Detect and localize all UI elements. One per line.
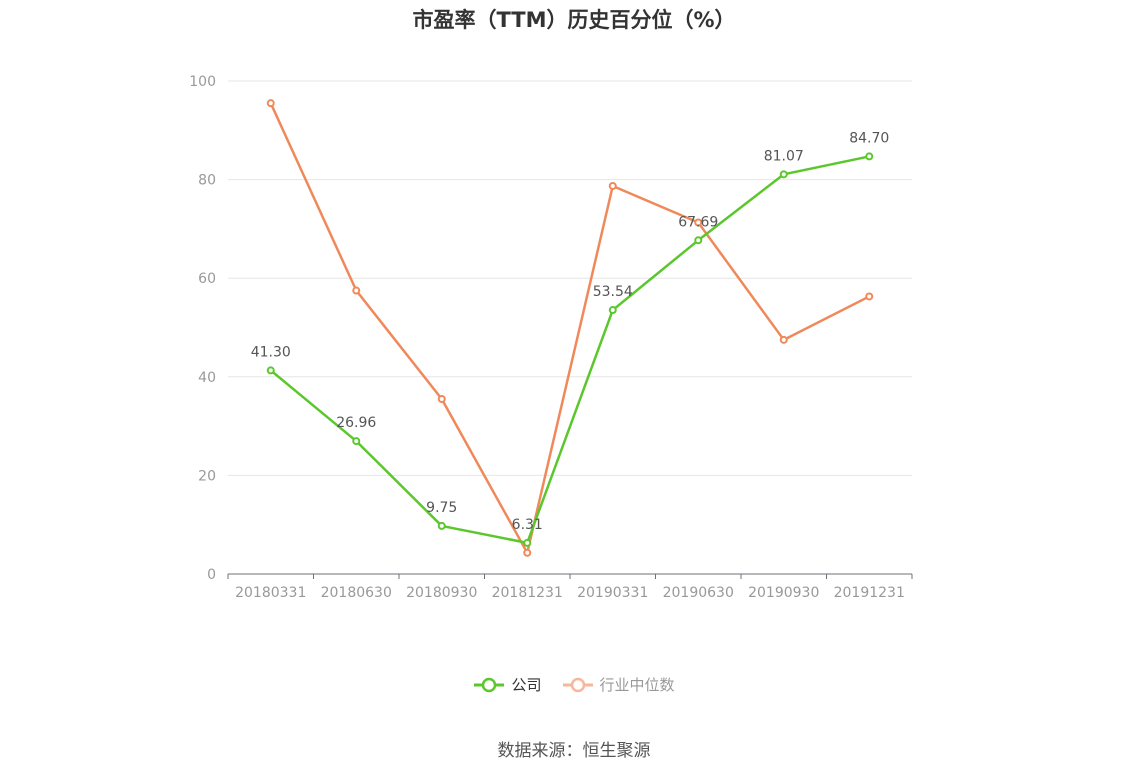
legend: 公司 行业中位数 (0, 674, 1148, 698)
series-layer (266, 99, 874, 557)
grid-lines (228, 80, 912, 476)
x-tick-label: 20180930 (406, 585, 477, 601)
legend-item-0[interactable]: 公司 (473, 674, 542, 695)
data-label: 81.07 (764, 148, 804, 164)
series-point-1 (694, 218, 703, 227)
data-label: 6.31 (512, 517, 543, 533)
y-tick-label: 60 (198, 271, 216, 287)
series-point-0 (523, 538, 532, 547)
data-labels: 41.30 26.96 9.75 6.31 53.54 67.69 81.07 84.70 (251, 130, 890, 532)
series-point-0 (608, 306, 617, 315)
data-label: 84.70 (849, 130, 889, 146)
y-tick-label: 0 (207, 567, 216, 583)
series-point-1 (865, 292, 874, 301)
series-point-0 (779, 170, 788, 179)
series-point-0 (352, 437, 361, 446)
series-point-0 (437, 521, 446, 530)
data-label: 41.30 (251, 344, 291, 360)
data-label: 9.75 (426, 500, 457, 516)
series-point-0 (865, 152, 874, 161)
x-tick-label: 20191231 (834, 585, 905, 601)
x-tick-label: 20190930 (748, 585, 819, 601)
legend-label: 行业中位数 (599, 676, 675, 694)
chart-title: 市盈率（TTM）历史百分位（%） (412, 8, 736, 32)
series-point-1 (437, 394, 446, 403)
y-tick-label: 100 (189, 74, 216, 90)
legend-swatch-icon (562, 677, 593, 692)
series-point-0 (266, 366, 275, 375)
x-tick-label: 20190630 (663, 585, 734, 601)
y-tick-label: 40 (198, 370, 216, 386)
data-label: 67.69 (678, 214, 718, 230)
series-point-1 (352, 286, 361, 295)
series-point-1 (523, 548, 532, 557)
x-tick-label: 20190331 (577, 585, 648, 601)
legend-item-1[interactable]: 行业中位数 (562, 674, 675, 695)
x-tick-label: 20181231 (492, 585, 563, 601)
x-tick-label: 20180331 (235, 585, 306, 601)
legend-label: 公司 (511, 676, 542, 694)
y-tick-label: 80 (198, 173, 216, 189)
data-label: 53.54 (593, 284, 633, 300)
data-label: 26.96 (336, 415, 376, 431)
series-line-0 (269, 155, 870, 545)
series-point-0 (694, 236, 703, 245)
series-line-1 (269, 102, 870, 555)
x-tick-label: 20180630 (321, 585, 392, 601)
data-source: 数据来源：恒生聚源 (497, 741, 651, 761)
axes: 0 20 40 60 80 100 20180331 20180630 20180930 2018… (189, 74, 913, 601)
y-tick-label: 20 (198, 468, 216, 484)
series-point-1 (266, 99, 275, 108)
series-point-1 (779, 335, 788, 344)
series-point-1 (608, 182, 617, 191)
line-chart: 0 20 40 60 80 100 20180331 20180630 20180930 2018… (189, 74, 913, 601)
legend-swatch-icon (474, 677, 505, 692)
